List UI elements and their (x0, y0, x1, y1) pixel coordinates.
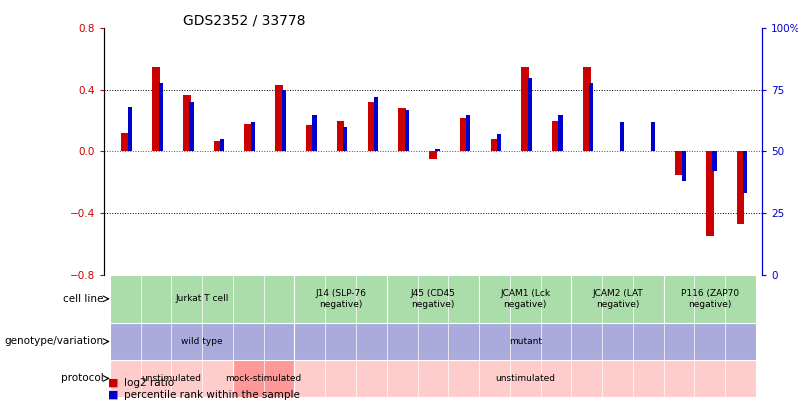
Bar (159, 83, 163, 151)
Text: unstimulated: unstimulated (141, 374, 201, 383)
Bar (552, 121, 560, 151)
Text: J14 (SLP-76
negative): J14 (SLP-76 negative) (315, 289, 366, 309)
Bar (368, 102, 375, 151)
Text: genotype/variation: genotype/variation (5, 337, 104, 347)
Bar (128, 107, 132, 151)
Bar (244, 124, 252, 151)
Bar (589, 83, 594, 151)
Bar (152, 67, 160, 151)
Bar (251, 122, 255, 151)
Bar (713, 151, 717, 171)
Bar (275, 85, 283, 151)
Text: JCAM2 (LAT
negative): JCAM2 (LAT negative) (592, 289, 643, 309)
Bar (571, 275, 664, 323)
Bar (479, 275, 571, 323)
Text: mock-stimulated: mock-stimulated (226, 374, 302, 383)
Text: mutant: mutant (508, 337, 542, 346)
Bar (620, 122, 624, 151)
Bar (398, 109, 406, 151)
Bar (650, 122, 655, 151)
Text: J45 (CD45
negative): J45 (CD45 negative) (410, 289, 456, 309)
Text: GDS2352 / 33778: GDS2352 / 33778 (183, 13, 306, 27)
Bar (110, 275, 294, 323)
Bar (110, 323, 294, 360)
Bar (460, 117, 468, 151)
Bar (521, 67, 529, 151)
Bar (527, 78, 532, 151)
Bar (497, 134, 501, 151)
Bar (374, 97, 378, 151)
Bar (405, 110, 409, 151)
Bar (737, 151, 745, 224)
Bar (387, 275, 479, 323)
Bar (706, 151, 713, 236)
Bar (121, 133, 129, 151)
Bar (220, 139, 224, 151)
Bar (675, 151, 683, 175)
Text: cell line: cell line (63, 294, 104, 304)
Text: ■: ■ (108, 390, 118, 400)
Bar (306, 125, 314, 151)
Text: percentile rank within the sample: percentile rank within the sample (124, 390, 299, 400)
Bar (559, 115, 563, 151)
Bar (294, 323, 756, 360)
Bar (233, 360, 294, 397)
Text: unstimulated: unstimulated (496, 374, 555, 383)
Bar (491, 139, 498, 151)
Bar (183, 94, 191, 151)
Bar (214, 141, 221, 151)
Text: Jurkat T cell: Jurkat T cell (176, 294, 229, 303)
Bar (110, 360, 233, 397)
Bar (664, 275, 756, 323)
Bar (743, 151, 747, 193)
Bar (312, 115, 317, 151)
Bar (429, 151, 437, 159)
Text: protocol: protocol (61, 373, 104, 384)
Bar (466, 115, 470, 151)
Bar (189, 102, 194, 151)
Text: ■: ■ (108, 378, 118, 388)
Text: log2 ratio: log2 ratio (124, 378, 174, 388)
Bar (583, 67, 591, 151)
Text: wild type: wild type (181, 337, 223, 346)
Text: JCAM1 (Lck
negative): JCAM1 (Lck negative) (500, 289, 551, 309)
Bar (294, 360, 756, 397)
Bar (337, 121, 345, 151)
Bar (681, 151, 685, 181)
Bar (282, 90, 286, 151)
Bar (436, 149, 440, 151)
Bar (343, 127, 347, 151)
Text: P116 (ZAP70
negative): P116 (ZAP70 negative) (681, 289, 739, 309)
Bar (294, 275, 387, 323)
